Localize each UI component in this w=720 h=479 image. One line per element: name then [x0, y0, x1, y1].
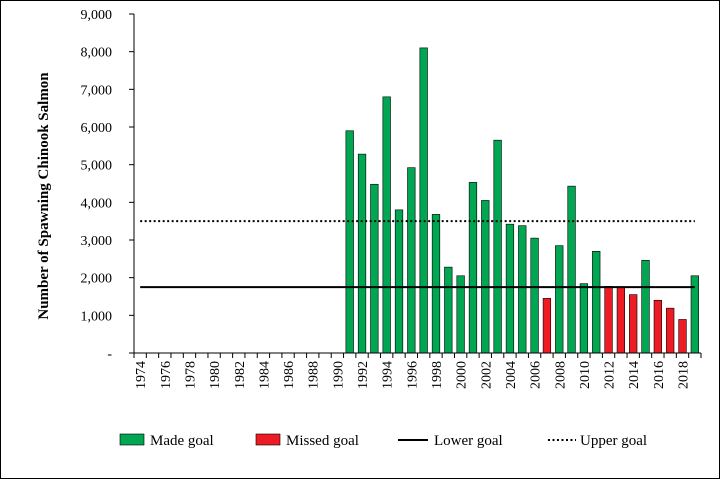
- x-tick-label: 2016: [652, 361, 667, 389]
- y-axis-label: Number of Spawning Chinook Salmon: [36, 72, 52, 320]
- x-tick-label: 1994: [381, 361, 396, 389]
- bar-made-goal: [641, 260, 650, 354]
- x-tick-label: 2010: [578, 361, 593, 389]
- bar-missed-goal: [542, 298, 552, 354]
- x-tick-label: 1978: [183, 361, 198, 389]
- x-tick-label: 2002: [479, 361, 494, 389]
- legend-label-upper: Upper goal: [580, 433, 647, 449]
- y-tick-label: 6,000: [81, 121, 113, 136]
- x-tick-label: 2008: [553, 361, 568, 389]
- x-tick-label: 1996: [405, 361, 420, 389]
- x-tick-label: 2004: [504, 361, 519, 389]
- legend-label-lower: Lower goal: [434, 433, 503, 449]
- x-tick-label: 2006: [529, 361, 544, 389]
- x-tick-label: 1988: [307, 361, 322, 389]
- bar-made-goal: [518, 225, 527, 354]
- x-tick-label: 2012: [603, 361, 618, 389]
- y-tick-label: 5,000: [81, 159, 113, 174]
- bar-missed-goal: [629, 294, 638, 354]
- x-tick-label: 1976: [159, 361, 174, 389]
- bar-missed-goal: [604, 286, 613, 354]
- x-tick-label: 1990: [331, 361, 346, 389]
- bar-made-goal: [592, 251, 601, 354]
- bar-made-goal: [419, 47, 428, 354]
- x-tick-label: 2018: [677, 361, 692, 389]
- x-tick-label: 2000: [455, 361, 470, 389]
- bar-made-goal: [468, 182, 478, 354]
- x-tick-label: 1998: [430, 361, 445, 389]
- bar-made-goal: [505, 223, 515, 354]
- bar-made-goal: [407, 167, 416, 354]
- bar-made-goal: [357, 153, 367, 354]
- bar-missed-goal: [653, 299, 662, 354]
- bar-missed-goal: [678, 319, 687, 354]
- x-tick-label: 2014: [627, 361, 642, 389]
- bar-made-goal: [481, 200, 490, 354]
- bar-made-goal: [394, 209, 404, 354]
- legend-swatch-made: [119, 433, 145, 446]
- y-tick-label: -: [107, 347, 112, 362]
- x-tick-label: 1980: [208, 361, 223, 389]
- bar-made-goal: [493, 139, 502, 354]
- legend-label-missed: Missed goal: [286, 433, 359, 449]
- y-tick-label: 7,000: [81, 83, 113, 98]
- x-tick-label: 1992: [356, 361, 371, 389]
- legend-label-made: Made goal: [150, 433, 214, 449]
- bar-made-goal: [345, 130, 354, 354]
- x-tick-label: 1986: [282, 361, 297, 389]
- y-tick-label: 2,000: [81, 272, 113, 287]
- bar-made-goal: [382, 96, 391, 354]
- y-tick-label: 8,000: [81, 46, 113, 61]
- bar-made-goal: [444, 266, 453, 354]
- x-tick-label: 1982: [233, 361, 248, 389]
- x-tick-label: 1974: [134, 361, 149, 389]
- bar-made-goal: [530, 237, 539, 354]
- x-tick-label: 1984: [257, 361, 272, 389]
- y-tick-label: 9,000: [81, 8, 113, 23]
- bar-missed-goal: [616, 286, 626, 354]
- legend-swatch-missed: [255, 433, 281, 446]
- y-tick-label: 4,000: [81, 196, 113, 211]
- legend: Made goal Missed goal Lower goal Upper g…: [119, 433, 647, 449]
- bar-made-goal: [431, 214, 441, 354]
- bar-made-goal: [555, 245, 564, 354]
- y-tick-label: 1,000: [81, 309, 113, 324]
- bar-missed-goal: [666, 307, 675, 354]
- bar-made-goal: [567, 185, 576, 354]
- bar-made-goal: [370, 183, 379, 354]
- y-tick-label: 3,000: [81, 234, 113, 249]
- bar-made-goal: [579, 283, 589, 354]
